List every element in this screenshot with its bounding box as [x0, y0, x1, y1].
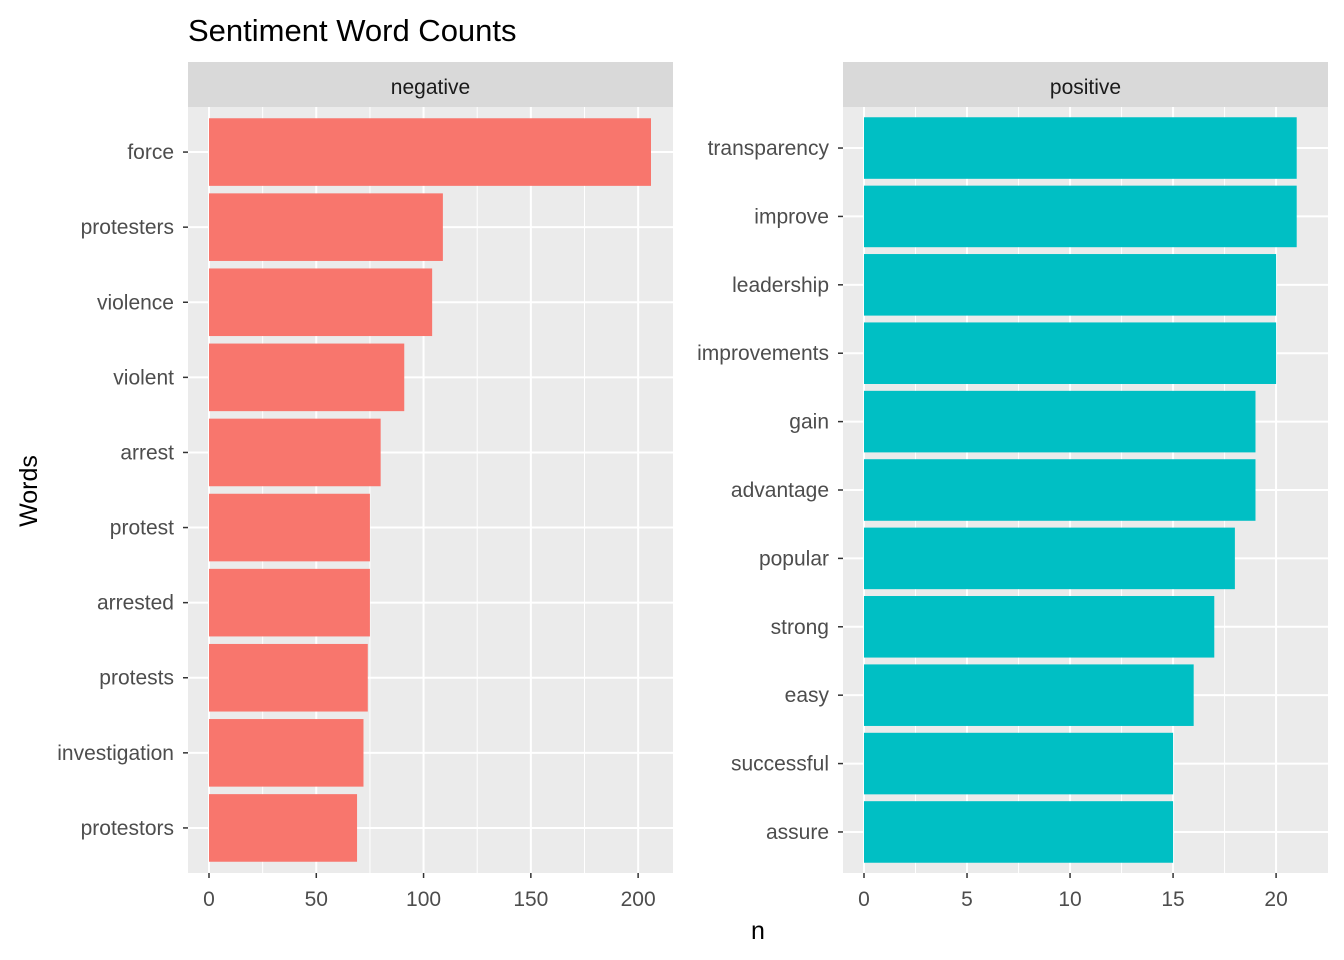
bar-transparency [864, 117, 1297, 179]
facet-strip-label: negative [391, 76, 470, 99]
x-tick-label: 10 [1058, 888, 1081, 911]
y-tick-label: leadership [732, 274, 829, 297]
y-tick-label: protestors [81, 817, 174, 840]
y-tick-label: arrest [120, 441, 174, 464]
bar-protesters [209, 193, 443, 261]
bar-advantage [864, 459, 1256, 521]
x-axis-title: n [751, 917, 765, 945]
bar-assure [864, 801, 1174, 863]
bar-gain [864, 390, 1256, 453]
bar-arrested [209, 568, 370, 637]
bar-arrest [209, 418, 381, 487]
y-tick-label: gain [789, 411, 829, 434]
x-tick-label: 0 [858, 888, 870, 911]
y-tick-label: easy [785, 684, 830, 707]
bar-force [209, 118, 651, 186]
y-tick-label: protest [110, 517, 174, 540]
x-tick-label: 20 [1264, 888, 1287, 911]
x-tick-label: 50 [305, 888, 328, 911]
y-axis-title: Words [15, 455, 43, 527]
y-tick-label: improvements [697, 342, 829, 365]
bar-popular [864, 527, 1235, 590]
y-tick-label: violent [113, 366, 174, 389]
bar-protest [209, 493, 370, 562]
bar-easy [864, 664, 1194, 726]
x-tick-label: 150 [513, 888, 548, 911]
facet-negative: negative 0 50 100 150 200 force protesters viole… [57, 62, 673, 911]
x-tick-label: 5 [961, 888, 973, 911]
facet-positive: positive 0 5 10 15 20 transparency improve leade… [697, 62, 1328, 911]
bar-improvements [864, 322, 1277, 384]
x-tick-label: 0 [203, 888, 215, 911]
y-tick-label: protests [99, 667, 174, 690]
y-tick-label: investigation [57, 742, 174, 765]
bar-leadership [864, 254, 1277, 316]
bar-violence [209, 268, 433, 337]
bar-successful [864, 732, 1174, 795]
y-tick-label: advantage [731, 479, 829, 502]
facet-strip-label: positive [1050, 76, 1121, 99]
bar-strong [864, 596, 1215, 658]
y-tick-label: strong [771, 616, 829, 639]
chart-title: Sentiment Word Counts [188, 13, 517, 48]
y-tick-label: assure [766, 821, 829, 844]
y-tick-label: arrested [97, 592, 174, 615]
y-tick-label: popular [759, 547, 829, 570]
bar-investigation [209, 719, 364, 787]
y-tick-label: protesters [81, 216, 174, 239]
y-tick-label: transparency [708, 137, 830, 160]
x-tick-label: 15 [1161, 888, 1184, 911]
x-tick-label: 100 [406, 888, 441, 911]
bar-improve [864, 185, 1297, 248]
y-tick-label: improve [754, 205, 829, 228]
bar-protests [209, 643, 368, 712]
y-tick-label: violence [97, 291, 174, 314]
y-tick-label: force [127, 141, 174, 164]
y-tick-label: successful [731, 753, 829, 776]
facet-strip [843, 62, 1328, 107]
bar-protestors [209, 794, 358, 862]
bar-violent [209, 343, 405, 412]
x-tick-label: 200 [621, 888, 656, 911]
facet-strip [188, 62, 673, 107]
